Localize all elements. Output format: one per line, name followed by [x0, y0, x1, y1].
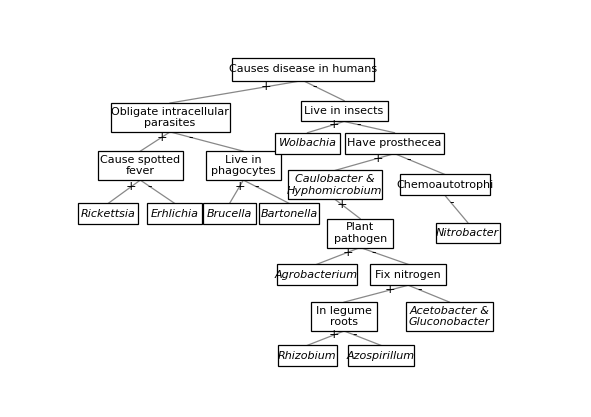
Text: Azospirillum: Azospirillum: [347, 351, 415, 361]
Text: -: -: [417, 284, 422, 296]
Text: -: -: [148, 180, 152, 193]
Text: +: +: [157, 131, 167, 144]
FancyBboxPatch shape: [277, 264, 357, 285]
Text: Have prosthecea: Have prosthecea: [348, 138, 441, 148]
Text: +: +: [329, 118, 339, 131]
FancyBboxPatch shape: [259, 203, 319, 224]
Text: Rhizobium: Rhizobium: [278, 351, 337, 361]
Text: Acetobacter &
Gluconobacter: Acetobacter & Gluconobacter: [409, 306, 490, 327]
FancyBboxPatch shape: [275, 133, 339, 153]
FancyBboxPatch shape: [98, 151, 183, 180]
Text: -: -: [356, 118, 361, 131]
FancyBboxPatch shape: [345, 133, 444, 153]
FancyBboxPatch shape: [406, 302, 493, 331]
Text: In legume
roots: In legume roots: [316, 306, 372, 327]
Text: +: +: [126, 180, 137, 193]
Text: Wolbachia: Wolbachia: [278, 138, 336, 148]
Text: -: -: [371, 246, 376, 259]
Text: -: -: [312, 80, 317, 93]
FancyBboxPatch shape: [371, 264, 446, 285]
Text: Caulobacter &
Hyphomicrobium: Caulobacter & Hyphomicrobium: [287, 174, 383, 196]
Text: Erhlichia: Erhlichia: [151, 209, 199, 219]
Text: Nitrobacter: Nitrobacter: [436, 228, 499, 238]
Text: +: +: [372, 152, 383, 165]
Text: -: -: [407, 153, 411, 166]
Text: Causes disease in humans: Causes disease in humans: [229, 64, 377, 74]
Text: +: +: [329, 329, 339, 342]
Text: Plant
pathogen: Plant pathogen: [333, 222, 387, 244]
Text: -: -: [189, 131, 193, 144]
Text: Live in insects: Live in insects: [304, 106, 384, 116]
Text: Cause spotted
fever: Cause spotted fever: [100, 155, 180, 176]
Text: Agrobacterium: Agrobacterium: [275, 270, 358, 280]
FancyBboxPatch shape: [147, 203, 202, 224]
FancyBboxPatch shape: [79, 203, 138, 224]
FancyBboxPatch shape: [301, 100, 388, 121]
Text: +: +: [234, 180, 245, 193]
FancyBboxPatch shape: [348, 345, 414, 366]
FancyBboxPatch shape: [311, 302, 377, 331]
Text: Fix nitrogen: Fix nitrogen: [375, 270, 441, 280]
FancyBboxPatch shape: [288, 171, 382, 199]
FancyBboxPatch shape: [111, 103, 229, 132]
Text: -: -: [449, 196, 453, 209]
Text: Obligate intracellular
parasites: Obligate intracellular parasites: [111, 107, 229, 128]
FancyBboxPatch shape: [203, 203, 256, 224]
Text: -: -: [254, 180, 258, 193]
FancyBboxPatch shape: [232, 58, 374, 80]
Text: Rickettsia: Rickettsia: [81, 209, 136, 219]
Text: -: -: [352, 329, 356, 342]
FancyBboxPatch shape: [436, 223, 500, 244]
Text: Bartonella: Bartonella: [261, 209, 318, 219]
Text: Chemoautotrophi: Chemoautotrophi: [396, 180, 493, 190]
Text: +: +: [343, 246, 353, 259]
FancyBboxPatch shape: [400, 174, 489, 195]
FancyBboxPatch shape: [327, 219, 394, 248]
Text: +: +: [261, 80, 271, 93]
Text: +: +: [385, 284, 395, 296]
FancyBboxPatch shape: [206, 151, 281, 180]
Text: Live in
phagocytes: Live in phagocytes: [211, 155, 275, 176]
Text: Brucella: Brucella: [207, 209, 252, 219]
FancyBboxPatch shape: [278, 345, 337, 366]
Text: +: +: [337, 198, 348, 211]
